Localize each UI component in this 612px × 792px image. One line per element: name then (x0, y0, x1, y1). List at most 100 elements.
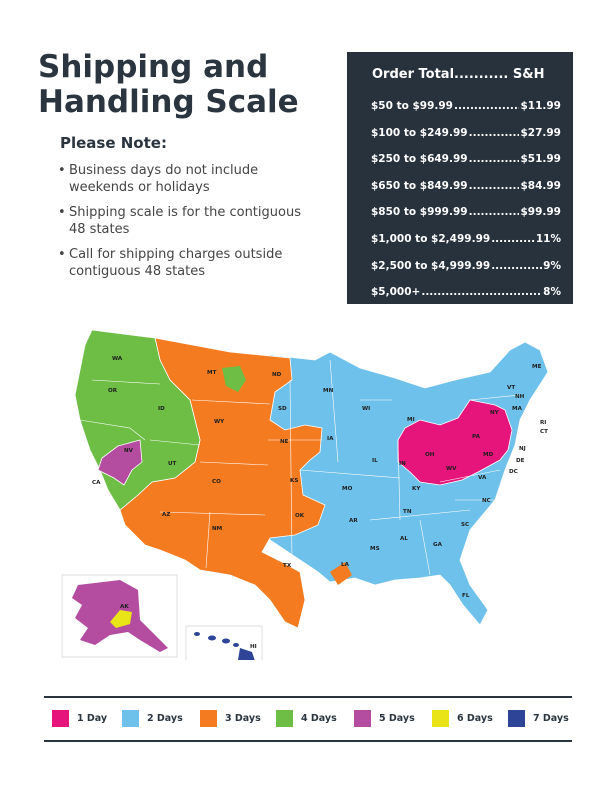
rate-row: $100 to $249.99 $27.99 (371, 127, 561, 154)
legend-swatch (200, 710, 217, 727)
state-label-me: ME (532, 364, 542, 370)
rate-charge: $99.99 (520, 206, 561, 219)
rate-range: $250 to $649.99 (371, 153, 468, 166)
rate-charge: $11.99 (520, 100, 561, 112)
legend-item-2-days: 2 Days (122, 710, 183, 727)
rate-range: $50 to $99.99 (371, 100, 453, 112)
state-label-ne: NE (280, 439, 289, 445)
state-label-fl: FL (462, 593, 470, 599)
state-label-wa: WA (112, 356, 123, 362)
note-item: Business days do not include weekends or… (58, 162, 318, 196)
title-line-1: Shipping and (38, 49, 269, 85)
state-label-tx: TX (283, 563, 292, 569)
state-label-ks: KS (290, 478, 298, 484)
map-zone-6-days-ak (110, 610, 132, 628)
state-label-dc: DC (509, 469, 518, 475)
legend-label: 5 Days (379, 713, 415, 724)
state-label-in: IN (399, 461, 406, 467)
legend-swatch (354, 710, 371, 727)
state-label-ga: GA (433, 542, 443, 548)
state-label-pa: PA (472, 434, 481, 440)
rate-range: $2,500 to $4,999.99 (371, 259, 491, 272)
legend-swatch (432, 710, 449, 727)
state-label-ak: AK (120, 604, 129, 610)
rate-range: $850 to $999.99 (371, 206, 468, 219)
legend-item-1-day: 1 Day (52, 710, 107, 727)
state-label-al: AL (400, 536, 408, 542)
rate-range: $650 to $849.99 (371, 179, 468, 192)
state-label-mn: MN (323, 388, 334, 394)
state-borders (79, 359, 521, 576)
note-heading: Please Note: (60, 134, 167, 152)
state-label-la: LA (341, 562, 350, 568)
legend-swatch (276, 710, 293, 727)
state-label-ok: OK (295, 513, 305, 519)
state-label-nd: ND (272, 372, 282, 378)
state-label-mo: MO (342, 486, 353, 492)
header-sh: S&H (512, 67, 545, 82)
rate-range: $1,000 to $2,499.99 (371, 232, 491, 245)
state-label-wy: WY (214, 419, 225, 425)
rate-row: $2,500 to $4,999.99 9% (371, 260, 561, 287)
state-label-ar: AR (349, 518, 358, 524)
map-zone-4-days-mt (222, 366, 246, 392)
rate-row: $650 to $849.99 $84.99 (371, 180, 561, 207)
state-label-ri: RI (540, 420, 546, 426)
legend-label: 6 Days (457, 713, 493, 724)
state-label-ia: IA (327, 436, 334, 442)
table-header: Order Total........... S&H (372, 67, 545, 82)
rate-row: $850 to $999.99 $99.99 (371, 206, 561, 233)
state-label-tn: TN (403, 509, 412, 515)
shipping-rate-table: Order Total........... S&H $50 to $99.99… (347, 52, 573, 304)
notes-list: Business days do not include weekends or… (58, 162, 318, 288)
legend-swatch (508, 710, 525, 727)
state-label-ca: CA (92, 480, 101, 486)
state-label-co: CO (212, 479, 221, 485)
state-label-or: OR (108, 388, 118, 394)
hawaii-inset-box (185, 625, 263, 660)
legend-label: 7 Days (533, 713, 569, 724)
state-label-nj: NJ (519, 446, 526, 452)
state-label-nm: NM (212, 526, 223, 532)
map-zone-7-days-hi (194, 632, 255, 660)
rate-charge: 8% (543, 286, 561, 299)
state-label-sc: SC (461, 522, 469, 528)
state-label-mi: MI (407, 417, 415, 423)
state-label-nv: NV (124, 448, 134, 454)
rate-row: $50 to $99.99 $11.99 (371, 100, 561, 127)
legend-swatch (122, 710, 139, 727)
state-label-ms: MS (370, 546, 380, 552)
rate-charge: $51.99 (520, 153, 561, 166)
state-label-hi: HI (250, 644, 257, 650)
rate-charge: $84.99 (520, 179, 561, 192)
title-line-2: Handling Scale (38, 84, 299, 120)
note-item: Call for shipping charges outside contig… (58, 246, 318, 280)
state-label-de: DE (516, 458, 525, 464)
rate-charge: 11% (535, 232, 561, 245)
legend-label: 1 Day (77, 713, 108, 724)
rate-range: $5,000+ (371, 286, 421, 299)
legend-label: 4 Days (301, 713, 337, 724)
state-label-ct: CT (540, 429, 548, 435)
legend-item-3-days: 3 Days (200, 710, 261, 727)
rate-row: $250 to $649.99 $51.99 (371, 153, 561, 180)
legend-rule-top (44, 696, 572, 698)
state-label-ma: MA (512, 406, 523, 412)
state-label-wv: WV (446, 466, 457, 472)
page-title: Shipping and Handling Scale (38, 50, 299, 120)
legend: 1 Day 2 Days 3 Days 4 Days 5 Days 6 Days… (48, 707, 578, 731)
map-zone-1-day (397, 399, 513, 486)
legend-rule-bottom (44, 740, 572, 742)
state-label-oh: OH (425, 452, 435, 458)
legend-item-6-days: 6 Days (432, 710, 493, 727)
state-label-va: VA (478, 475, 487, 481)
state-label-az: AZ (162, 512, 170, 518)
state-label-il: IL (372, 458, 378, 464)
rate-row: $1,000 to $2,499.99 11% (371, 233, 561, 260)
legend-label: 2 Days (147, 713, 183, 724)
state-label-sd: SD (278, 406, 287, 412)
state-label-md: MD (483, 452, 494, 458)
rate-row: $5,000+ 8% (371, 286, 561, 313)
legend-swatch (52, 710, 69, 727)
rate-range: $100 to $249.99 (371, 126, 468, 139)
